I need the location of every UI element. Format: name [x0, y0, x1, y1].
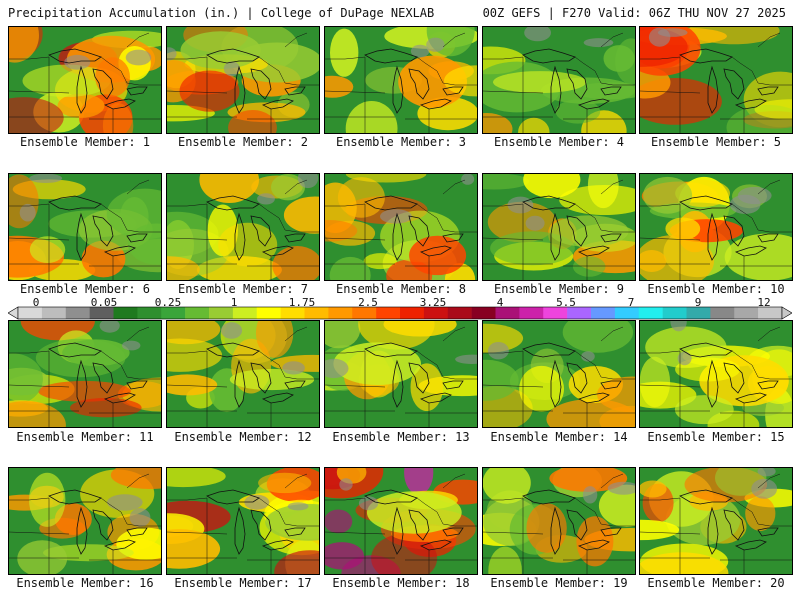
ensemble-member-map — [8, 173, 162, 281]
ensemble-member-label: Ensemble Member: 7 — [177, 282, 309, 296]
colorbar-segment — [638, 307, 663, 319]
ensemble-member-map — [324, 320, 478, 428]
ensemble-member-map — [639, 26, 793, 134]
colorbar-segment — [280, 307, 305, 319]
colorbar-segment — [471, 307, 496, 319]
ensemble-member-map — [324, 26, 478, 134]
ensemble-member-map — [324, 467, 478, 575]
colorbar-max-arrow — [781, 306, 792, 320]
colorbar-segment — [137, 307, 162, 319]
colorbar-tick-label: 12 — [757, 296, 771, 309]
colorbar-segment — [328, 307, 353, 319]
colorbar-segment — [400, 307, 425, 319]
ensemble-member-label: Ensemble Member: 12 — [174, 430, 312, 444]
colorbar-tick-label: 1.75 — [288, 296, 316, 309]
ensemble-member-map — [8, 320, 162, 428]
colorbar-tick-label: 2.5 — [358, 296, 378, 309]
ensemble-member-label: Ensemble Member: 6 — [19, 282, 151, 296]
ensemble-member-label: Ensemble Member: 16 — [16, 576, 154, 590]
colorbar-segment — [352, 307, 377, 319]
ensemble-member-map — [166, 173, 320, 281]
ensemble-member-map — [166, 26, 320, 134]
colorbar-segment — [161, 307, 186, 319]
colorbar-segment — [41, 307, 67, 319]
colorbar-segment — [710, 307, 735, 319]
ensemble-member-map — [639, 320, 793, 428]
colorbar-segment — [686, 307, 711, 319]
ensemble-member-label: Ensemble Member: 9 — [493, 282, 625, 296]
ensemble-member-label: Ensemble Member: 10 — [647, 282, 785, 296]
ensemble-member-map — [482, 173, 636, 281]
colorbar-segment — [256, 307, 281, 319]
colorbar-tick-label: 0 — [32, 296, 40, 309]
ensemble-member-label: Ensemble Member: 20 — [647, 576, 785, 590]
colorbar-segment — [423, 307, 449, 319]
ensemble-member-label: Ensemble Member: 18 — [332, 576, 470, 590]
colorbar-tick-label: 4 — [496, 296, 504, 309]
ensemble-member-label: Ensemble Member: 8 — [335, 282, 467, 296]
colorbar-segment — [567, 307, 592, 319]
colorbar-segment — [89, 307, 114, 319]
ensemble-member-label: Ensemble Member: 13 — [332, 430, 470, 444]
colorbar-tick-label: 1 — [230, 296, 238, 309]
ensemble-member-map — [639, 467, 793, 575]
ensemble-member-label: Ensemble Member: 17 — [174, 576, 312, 590]
colorbar-tick-label: 5.5 — [556, 296, 576, 309]
ensemble-member-map — [482, 26, 636, 134]
colorbar-segment — [232, 307, 258, 319]
colorbar-segment — [543, 307, 568, 319]
ensemble-member-label: Ensemble Member: 11 — [16, 430, 154, 444]
model-run-label: 00Z GEFS | F270 Valid: 06Z THU NOV 27 20… — [482, 6, 786, 20]
ensemble-member-map — [166, 320, 320, 428]
colorbar-segment — [113, 307, 138, 319]
colorbar-tick-label: 3.25 — [419, 296, 447, 309]
colorbar-segment — [18, 307, 43, 319]
colorbar-min-arrow — [8, 306, 19, 320]
colorbar-segment — [495, 307, 520, 319]
colorbar-segment — [447, 307, 472, 319]
colorbar-segment — [209, 307, 234, 319]
ensemble-member-label: Ensemble Member: 4 — [493, 135, 625, 149]
colorbar-segment — [185, 307, 210, 319]
ensemble-member-map — [8, 26, 162, 134]
ensemble-member-label: Ensemble Member: 19 — [490, 576, 628, 590]
ensemble-member-map — [639, 173, 793, 281]
ensemble-member-map — [482, 320, 636, 428]
colorbar-segment — [734, 307, 759, 319]
colorbar-tick-label: 0.05 — [90, 296, 118, 309]
colorbar-segment — [614, 307, 640, 319]
precip-colorbar — [8, 306, 792, 320]
colorbar-segment — [591, 307, 616, 319]
ensemble-member-map — [324, 173, 478, 281]
ensemble-member-label: Ensemble Member: 15 — [647, 430, 785, 444]
colorbar-segment — [519, 307, 544, 319]
colorbar-segment — [662, 307, 687, 319]
chart-title: Precipitation Accumulation (in.) | Colle… — [8, 6, 435, 20]
colorbar-tick-label: 7 — [627, 296, 635, 309]
colorbar-segment — [758, 307, 783, 319]
ensemble-member-map — [166, 467, 320, 575]
colorbar-tick-label: 0.25 — [154, 296, 182, 309]
colorbar-segment — [304, 307, 329, 319]
ensemble-member-label: Ensemble Member: 14 — [490, 430, 628, 444]
colorbar-tick-label: 9 — [694, 296, 702, 309]
ensemble-member-label: Ensemble Member: 3 — [335, 135, 467, 149]
ensemble-member-label: Ensemble Member: 1 — [19, 135, 151, 149]
ensemble-member-label: Ensemble Member: 2 — [177, 135, 309, 149]
ensemble-member-map — [8, 467, 162, 575]
colorbar-segment — [376, 307, 401, 319]
ensemble-member-label: Ensemble Member: 5 — [650, 135, 782, 149]
colorbar-segment — [65, 307, 90, 319]
ensemble-member-map — [482, 467, 636, 575]
